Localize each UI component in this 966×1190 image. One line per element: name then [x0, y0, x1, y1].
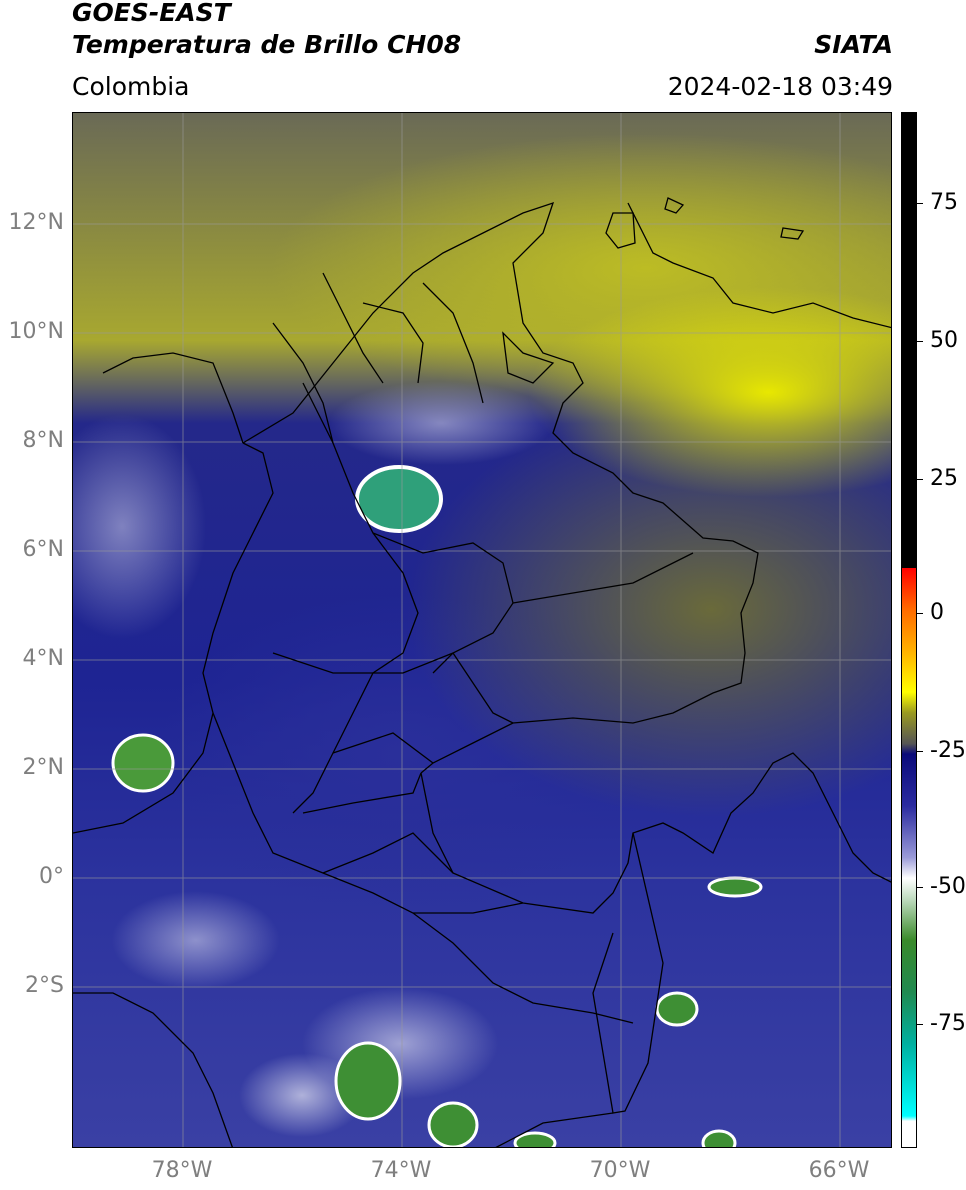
colorbar-label-minus75: -75 — [930, 1011, 966, 1036]
lat-label-2n: 2°N — [22, 755, 64, 780]
lat-label-10n: 10°N — [8, 319, 64, 344]
region-label: Colombia — [72, 72, 190, 101]
lat-label-12n: 12°N — [8, 210, 64, 235]
colorbar-label-0: 0 — [930, 600, 944, 625]
colorbar-label-25: 25 — [930, 466, 958, 491]
lon-label-66w: 66°W — [808, 1158, 870, 1183]
title-product: Temperatura de Brillo CH08 — [72, 30, 462, 59]
datetime-label: 2024-02-18 03:49 — [667, 72, 893, 101]
lon-label-74w: 74°W — [370, 1158, 432, 1183]
colorbar-tick — [917, 1024, 923, 1025]
colorbar-tick — [917, 751, 923, 752]
country-borders — [73, 197, 891, 1147]
colorbar-label-minus25: -25 — [930, 738, 966, 763]
lon-label-78w: 78°W — [151, 1158, 213, 1183]
lat-label-6n: 6°N — [22, 537, 64, 562]
lon-label-70w: 70°W — [589, 1158, 651, 1183]
colorbar-label-75: 75 — [930, 190, 958, 215]
lat-label-0: 0° — [39, 864, 64, 889]
source-label: SIATA — [814, 30, 893, 59]
colorbar-label-minus50: -50 — [930, 874, 966, 899]
title-satellite: GOES-EAST — [72, 0, 231, 27]
colorbar-tick — [917, 203, 923, 204]
colorbar-tick — [917, 479, 923, 480]
lat-label-2s: 2°S — [25, 973, 64, 998]
colorbar-tick — [917, 341, 923, 342]
cold-cloud-areas — [111, 465, 763, 1147]
lat-label-8n: 8°N — [22, 428, 64, 453]
colorbar-label-50: 50 — [930, 328, 958, 353]
map-overlay — [73, 113, 891, 1147]
map-gridlines — [73, 113, 891, 1147]
colorbar-tick — [917, 887, 923, 888]
lat-label-4n: 4°N — [22, 646, 64, 671]
colorbar — [901, 112, 917, 1148]
satellite-map — [72, 112, 892, 1148]
colorbar-tick — [917, 613, 923, 614]
